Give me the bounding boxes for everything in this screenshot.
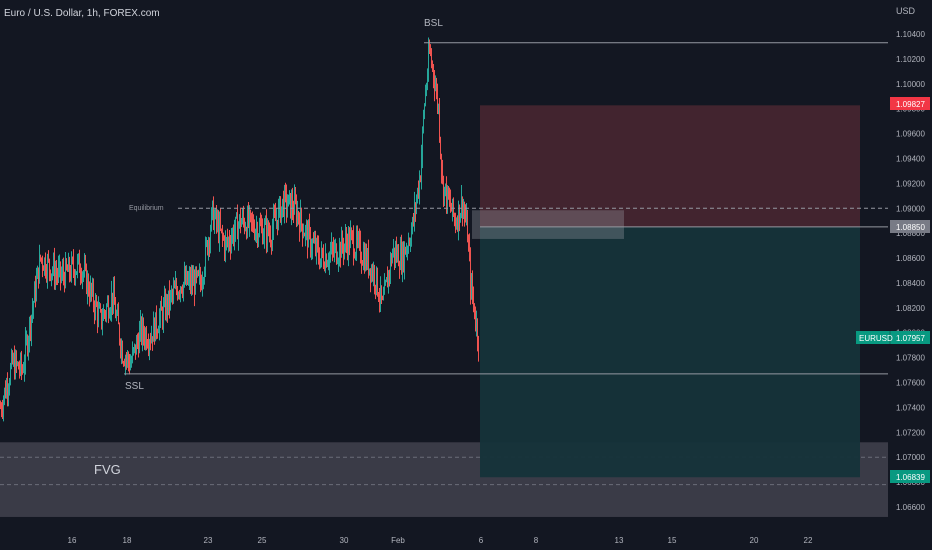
ssl-label: SSL [125,381,144,392]
target-price-badge: 1.06839 [890,470,930,483]
x-tick-label: 25 [258,536,267,545]
y-tick-label: 1.10000 [896,80,925,89]
price-axis[interactable]: 1.104001.102001.100001.098001.096001.094… [896,30,925,512]
take-profit-zone[interactable] [480,226,860,478]
y-tick-label: 1.09000 [896,204,925,213]
x-tick-label: 22 [804,536,813,545]
y-tick-label: 1.08800 [896,229,925,238]
y-tick-label: 1.07000 [896,453,925,462]
entry-highlight-box [472,210,624,239]
y-tick-label: 1.07200 [896,428,925,437]
y-tick-label: 1.09200 [896,179,925,188]
x-tick-label: 13 [615,536,624,545]
y-tick-label: 1.09400 [896,154,925,163]
time-axis[interactable]: 16 18 23 25 30 Feb 6 8 13 15 20 22 [68,536,813,545]
levels-layer [124,42,888,375]
y-tick-label: 1.10400 [896,30,925,39]
stop-price-badge: 1.09827 [890,97,930,110]
bsl-label: BSL [424,18,443,29]
current-symbol-text: EURUSD [859,334,893,343]
stop-loss-zone[interactable] [480,105,860,227]
x-tick-label: 16 [68,536,77,545]
x-tick-label: 23 [204,536,213,545]
x-tick-label: 20 [750,536,759,545]
svg-text:1.08850: 1.08850 [896,223,925,232]
current-price-badge: EURUSD 1.07957 [856,331,930,344]
equilibrium-label: Equilibrium [129,205,164,212]
y-tick-label: 1.07400 [896,403,925,412]
y-tick-label: 1.07800 [896,354,925,363]
x-tick-label: Feb [391,536,405,545]
candles-layer [0,37,479,422]
entry-price-badge: 1.08850 [890,220,930,233]
y-tick-label: 1.06600 [896,503,925,512]
y-tick-label: 1.08400 [896,279,925,288]
y-tick-label: 1.08600 [896,254,925,263]
fvg-label: FVG [94,462,121,477]
x-tick-label: 30 [340,536,349,545]
symbol-title: Euro / U.S. Dollar, 1h, FOREX.com [4,8,160,19]
y-tick-label: 1.10200 [896,55,925,64]
x-tick-label: 6 [479,536,484,545]
current-price-text: 1.07957 [896,334,925,343]
x-tick-label: 15 [668,536,677,545]
x-tick-label: 8 [534,536,539,545]
zones-layer [0,105,888,517]
y-tick-label: 1.08200 [896,304,925,313]
svg-text:1.06839: 1.06839 [896,473,925,482]
y-tick-label: 1.09600 [896,130,925,139]
svg-text:1.09827: 1.09827 [896,100,925,109]
y-tick-label: 1.07600 [896,379,925,388]
currency-label: USD [896,6,916,16]
x-tick-label: 18 [123,536,132,545]
